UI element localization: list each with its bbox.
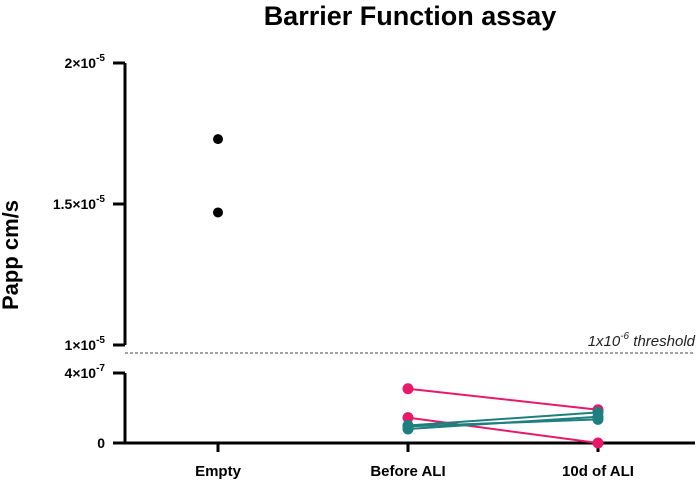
ali-10d-point bbox=[592, 413, 604, 425]
x-category-label: 10d of ALI bbox=[562, 463, 634, 480]
paired-line-1 bbox=[407, 416, 599, 444]
y-tick-label: 2×10-5 bbox=[65, 53, 106, 71]
y-tick-label: 1.5×10-5 bbox=[53, 194, 106, 212]
x-category-label: Empty bbox=[195, 463, 242, 480]
before-ali-point bbox=[402, 420, 414, 432]
series bbox=[213, 134, 604, 449]
y-tick-label: 0 bbox=[97, 435, 105, 451]
chart-title: Barrier Function assay bbox=[264, 1, 557, 31]
empty-point bbox=[213, 134, 223, 145]
before-ali-point bbox=[402, 412, 414, 424]
paired-line-2 bbox=[407, 411, 599, 427]
paired-line-0 bbox=[407, 387, 599, 411]
y-tick-label: 4×10-7 bbox=[65, 363, 106, 381]
before-ali-point bbox=[402, 383, 414, 395]
threshold-label: 1x10-6 threshold bbox=[588, 331, 696, 350]
threshold: 1x10-6 threshold bbox=[125, 331, 696, 354]
x-category-label: Before ALI bbox=[370, 463, 445, 480]
y-ticks: 2×10-5 1.5×10-5 1×10-5 4×10-7 0 bbox=[53, 53, 125, 451]
paired-line-4 bbox=[407, 418, 599, 428]
y-tick-label: 1×10-5 bbox=[65, 335, 106, 353]
ali-10d-point bbox=[592, 437, 604, 449]
y-axis-label: Papp cm/s bbox=[0, 200, 23, 310]
x-categories: Empty Before ALI 10d of ALI bbox=[195, 463, 634, 480]
empty-point bbox=[213, 207, 223, 218]
